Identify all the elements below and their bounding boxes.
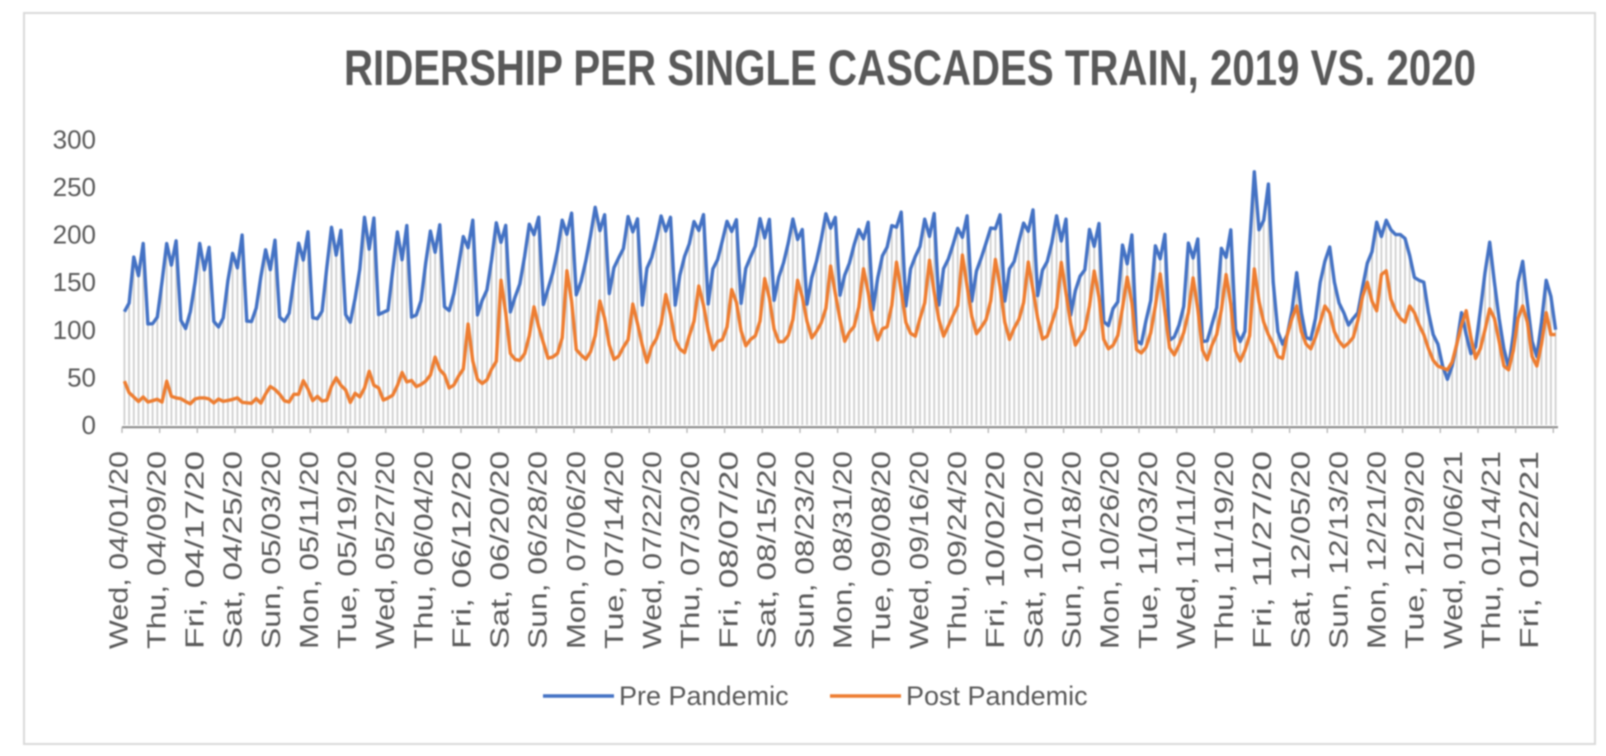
svg-text:0: 0: [82, 410, 96, 440]
svg-text:Wed, 01/06/21: Wed, 01/06/21: [1440, 451, 1468, 649]
svg-text:Tue, 05/19/20: Tue, 05/19/20: [334, 451, 362, 649]
svg-text:Wed, 11/11/20: Wed, 11/11/20: [1173, 451, 1201, 649]
svg-text:Thu, 11/19/20: Thu, 11/19/20: [1211, 451, 1239, 649]
svg-text:Fri, 11/27/20: Fri, 11/27/20: [1249, 451, 1277, 649]
svg-text:Thu, 01/14/21: Thu, 01/14/21: [1478, 451, 1506, 649]
svg-text:250: 250: [53, 172, 96, 202]
svg-text:Wed, 05/27/20: Wed, 05/27/20: [372, 451, 400, 649]
svg-text:Wed, 07/22/20: Wed, 07/22/20: [639, 451, 667, 649]
svg-text:Sat, 04/25/20: Sat, 04/25/20: [220, 451, 248, 649]
svg-text:RIDERSHIP PER SINGLE CASCADES: RIDERSHIP PER SINGLE CASCADES TRAIN, 201…: [344, 40, 1476, 96]
svg-text:Sat, 08/15/20: Sat, 08/15/20: [754, 451, 782, 649]
svg-text:Thu, 09/24/20: Thu, 09/24/20: [944, 451, 972, 649]
svg-text:Fri, 08/07/20: Fri, 08/07/20: [715, 451, 743, 649]
svg-text:Sat, 12/05/20: Sat, 12/05/20: [1287, 451, 1315, 649]
svg-text:200: 200: [53, 220, 96, 250]
svg-text:Fri, 01/22/21: Fri, 01/22/21: [1516, 451, 1544, 649]
svg-text:Mon, 08/31/20: Mon, 08/31/20: [830, 451, 858, 649]
svg-text:Wed, 09/16/20: Wed, 09/16/20: [906, 451, 934, 649]
svg-text:Sun, 10/18/20: Sun, 10/18/20: [1059, 451, 1087, 649]
svg-text:Post Pandemic: Post Pandemic: [906, 681, 1088, 711]
svg-text:Mon, 07/06/20: Mon, 07/06/20: [563, 451, 591, 649]
svg-text:50: 50: [67, 362, 96, 392]
svg-text:Wed, 04/01/20: Wed, 04/01/20: [105, 451, 133, 649]
svg-text:Thu, 04/09/20: Thu, 04/09/20: [143, 451, 171, 649]
svg-text:Sun, 05/03/20: Sun, 05/03/20: [258, 451, 286, 649]
svg-text:Pre Pandemic: Pre Pandemic: [619, 681, 789, 711]
svg-text:Mon, 12/21/20: Mon, 12/21/20: [1364, 451, 1392, 649]
svg-text:Tue, 09/08/20: Tue, 09/08/20: [868, 451, 896, 649]
svg-text:Sun, 12/13/20: Sun, 12/13/20: [1325, 451, 1353, 649]
svg-text:Tue, 11/03/20: Tue, 11/03/20: [1135, 451, 1163, 649]
svg-text:Mon, 05/11/20: Mon, 05/11/20: [296, 451, 324, 649]
svg-text:Sun, 06/28/20: Sun, 06/28/20: [525, 451, 553, 649]
svg-text:Tue, 12/29/20: Tue, 12/29/20: [1402, 451, 1430, 649]
svg-text:Thu, 07/30/20: Thu, 07/30/20: [677, 451, 705, 649]
svg-text:Fri, 06/12/20: Fri, 06/12/20: [449, 451, 477, 649]
svg-text:Tue, 07/14/20: Tue, 07/14/20: [601, 451, 629, 649]
svg-text:Mon, 10/26/20: Mon, 10/26/20: [1097, 451, 1125, 649]
svg-text:Fri, 04/17/20: Fri, 04/17/20: [182, 451, 210, 649]
svg-text:Sun, 08/23/20: Sun, 08/23/20: [792, 451, 820, 649]
svg-text:100: 100: [53, 315, 96, 345]
svg-text:300: 300: [53, 124, 96, 154]
svg-text:Sat, 10/10/20: Sat, 10/10/20: [1020, 451, 1048, 649]
svg-text:150: 150: [53, 267, 96, 297]
svg-text:Thu, 06/04/20: Thu, 06/04/20: [410, 451, 438, 649]
svg-text:Sat, 06/20/20: Sat, 06/20/20: [487, 451, 515, 649]
svg-text:Fri, 10/02/20: Fri, 10/02/20: [982, 451, 1010, 649]
